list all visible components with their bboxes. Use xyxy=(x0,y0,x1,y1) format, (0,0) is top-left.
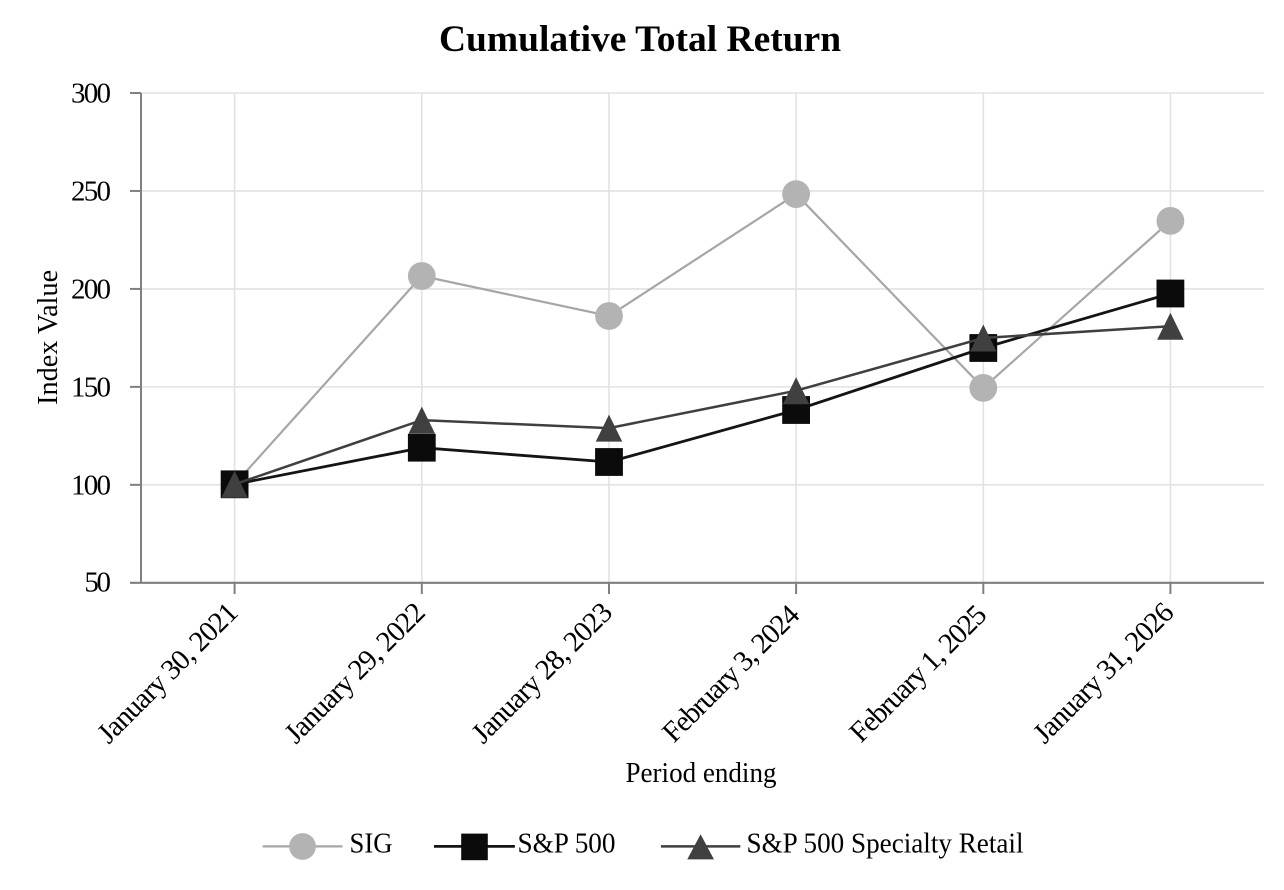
svg-text:100: 100 xyxy=(71,469,111,501)
svg-text:200: 200 xyxy=(71,273,111,305)
svg-text:SIG: SIG xyxy=(350,828,393,860)
svg-text:150: 150 xyxy=(71,371,111,403)
svg-text:Period ending: Period ending xyxy=(626,757,777,789)
svg-text:250: 250 xyxy=(71,176,111,208)
svg-text:S&P 500: S&P 500 xyxy=(518,828,616,860)
svg-text:Index Value: Index Value xyxy=(32,270,64,405)
svg-text:300: 300 xyxy=(71,78,111,110)
svg-text:50: 50 xyxy=(84,567,111,599)
svg-text:S&P 500 Specialty Retail: S&P 500 Specialty Retail xyxy=(747,828,1024,860)
svg-text:Cumulative Total Return: Cumulative Total Return xyxy=(439,19,841,60)
